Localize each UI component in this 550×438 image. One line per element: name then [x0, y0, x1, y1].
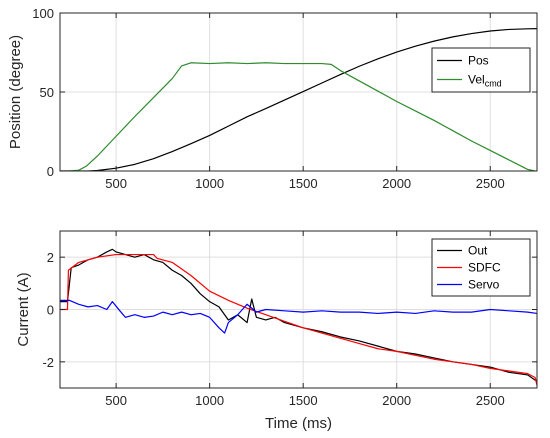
x-tick-label: 500: [105, 176, 127, 191]
x-tick-label: 1000: [195, 176, 224, 191]
x-tick-label: 2000: [382, 176, 411, 191]
legend-label-servo: Servo: [468, 278, 500, 292]
series-line-pos: [60, 28, 537, 171]
x-tick-label: 2500: [476, 176, 505, 191]
y-tick-label: 0: [47, 164, 54, 179]
x-tick-label: 1500: [289, 393, 318, 408]
x-axis-label: Time (ms): [265, 415, 332, 432]
series-line-sdfc: [60, 253, 537, 386]
legend-label-pos: Pos: [468, 54, 489, 68]
x-tick-label: 2000: [382, 393, 411, 408]
legend-box: [431, 47, 531, 93]
y-tick-label: 2: [47, 250, 54, 265]
legend: Out SDFC Servo: [431, 238, 531, 297]
x-tick-label: 2500: [476, 393, 505, 408]
x-tick-label: 500: [105, 393, 127, 408]
x-tick-label: 1000: [195, 393, 224, 408]
current-chart: 500 1000 1500 2000 2500 -2 0 2 Current (A) Time (…: [15, 230, 538, 432]
legend-label-out: Out: [468, 244, 488, 258]
series-line-vel: [60, 62, 536, 171]
x-tick-label: 1500: [289, 176, 318, 191]
position-chart: 500 1000 1500 2000 2500 0 50 100 Position (degre…: [7, 6, 538, 191]
y-axis-label: Current (A): [15, 272, 32, 346]
y-tick-label: -2: [42, 355, 54, 370]
y-tick-label: 0: [47, 303, 54, 318]
y-tick-label: 100: [32, 6, 54, 21]
y-axis-label: Position (degree): [7, 35, 24, 149]
legend-label-sdfc: SDFC: [468, 261, 501, 275]
series-line-servo: [60, 299, 537, 334]
y-tick-label: 50: [40, 85, 54, 100]
